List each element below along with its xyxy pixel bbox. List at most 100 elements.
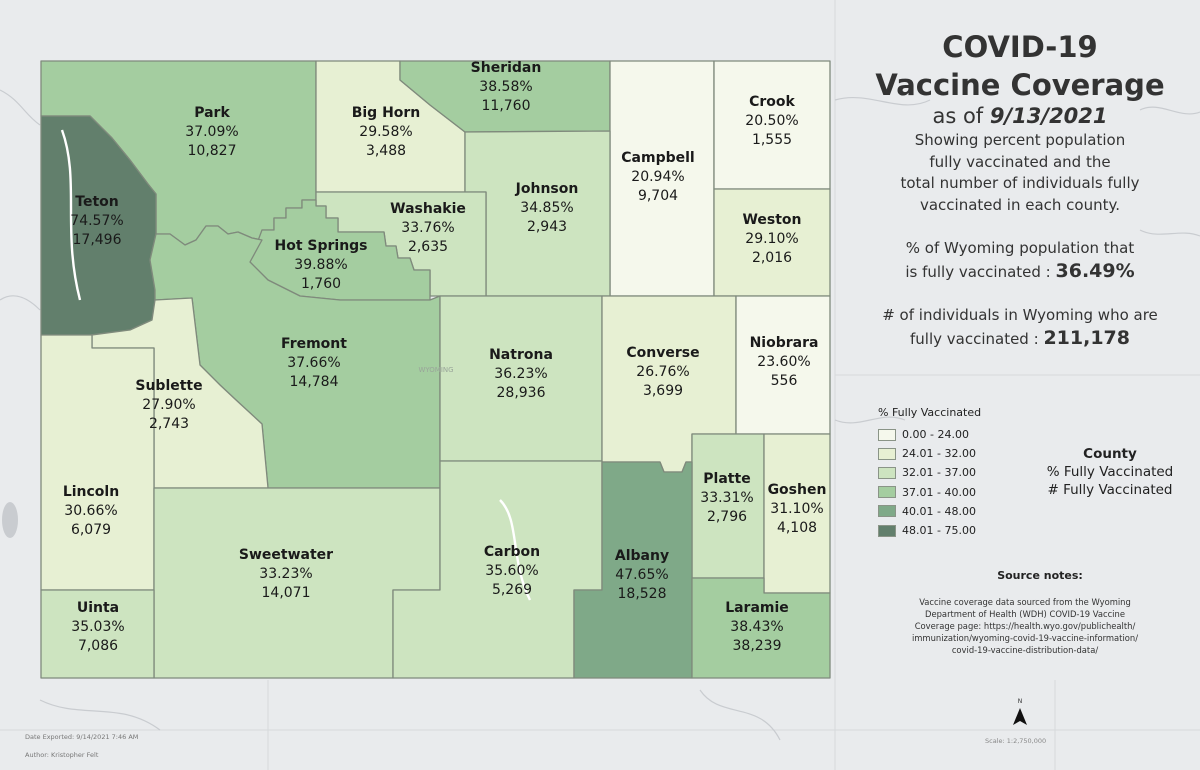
county-uinta (40, 589, 155, 679)
as-of-date: 9/13/2021 (989, 104, 1108, 128)
county-name: Big Horn (352, 105, 421, 121)
county-albany (573, 461, 693, 679)
label-key-title: County (1083, 446, 1137, 462)
county-label-niobrara: Niobrara 23.60% 556 (750, 335, 819, 389)
legend-label: 40.01 - 48.00 (902, 504, 976, 518)
as-of-line: as of 9/13/2021 (840, 104, 1200, 128)
as-of-prefix: as of (932, 104, 984, 128)
county-count: 38,239 (733, 638, 782, 654)
description-line: Showing percent population (914, 131, 1126, 149)
county-count: 14,784 (290, 374, 339, 390)
north-arrow-icon (1013, 708, 1027, 725)
north-arrow: N (1013, 698, 1027, 725)
county-label-sweetwater: Sweetwater 33.23% 14,071 (239, 547, 333, 601)
label-key-line: # Fully Vaccinated (1047, 482, 1173, 498)
county-label-washakie: Washakie 33.76% 2,635 (390, 201, 466, 255)
county-name: Weston (742, 212, 801, 228)
county-platte (691, 433, 765, 579)
statewide-count-value: 211,178 (1043, 327, 1130, 349)
county-label-teton: Teton 74.57% 17,496 (70, 194, 123, 248)
county-name: Johnson (515, 181, 579, 197)
legend-label: 0.00 - 24.00 (902, 428, 969, 442)
map-state-label: WYOMING (418, 366, 453, 374)
county-count: 1,760 (301, 276, 341, 292)
source-notes-body: Vaccine coverage data sourced from the W… (895, 596, 1155, 656)
county-pct: 37.09% (185, 124, 238, 140)
county-name: Park (194, 105, 230, 121)
county-name: Hot Springs (274, 238, 367, 254)
county-count: 3,488 (366, 143, 406, 159)
export-date: Date Exported: 9/14/2021 7:46 AM (25, 733, 139, 741)
county-label-goshen: Goshen 31.10% 4,108 (768, 482, 827, 536)
county-pct: 47.65% (615, 567, 668, 583)
source-line: Department of Health (WDH) COVID-19 Vacc… (925, 609, 1125, 619)
county-label-crook: Crook 20.50% 1,555 (745, 94, 798, 148)
county-label-natrona: Natrona 36.23% 28,936 (489, 347, 553, 401)
county-pct: 37.66% (287, 355, 340, 371)
legend-swatch (878, 466, 896, 479)
county-count: 6,079 (71, 522, 111, 538)
county-name: Campbell (621, 150, 694, 166)
county-name: Lincoln (63, 484, 119, 500)
county-count: 1,555 (752, 132, 792, 148)
county-layer (40, 60, 831, 679)
statewide-percent-prefix: is fully vaccinated : (905, 263, 1051, 281)
county-pct: 35.60% (485, 563, 538, 579)
legend-swatch (878, 428, 896, 441)
county-name: Sheridan (471, 60, 542, 76)
county-pct: 20.50% (745, 113, 798, 129)
statewide-percent-line1: % of Wyoming population that (905, 239, 1135, 257)
county-pct: 26.76% (636, 364, 689, 380)
county-pct: 33.76% (401, 220, 454, 236)
county-count: 2,796 (707, 509, 747, 525)
legend-item: 32.01 - 37.00 (878, 463, 981, 482)
county-name: Fremont (281, 336, 347, 352)
county-label-hot-springs: Hot Springs 39.88% 1,760 (274, 238, 367, 292)
statewide-percent-value: 36.49% (1055, 260, 1135, 282)
legend-swatch (878, 447, 896, 460)
map-scale: Scale: 1:2,750,000 (985, 737, 1047, 745)
source-line: covid-19-vaccine-distribution-data/ (951, 645, 1099, 655)
legend-label: 32.01 - 37.00 (902, 466, 976, 480)
county-pct: 39.88% (294, 257, 347, 273)
source-line: Coverage page: https://health.wyo.gov/pu… (914, 621, 1136, 631)
legend-label: 24.01 - 32.00 (902, 447, 976, 461)
county-name: Goshen (768, 482, 827, 498)
description-line: fully vaccinated and the (929, 152, 1111, 171)
legend-item: 40.01 - 48.00 (878, 502, 981, 521)
county-name: Teton (75, 194, 118, 210)
legend-item: 0.00 - 24.00 (878, 425, 981, 444)
county-count: 2,635 (408, 239, 448, 255)
county-pct: 33.31% (700, 490, 753, 506)
description-line: total number of individuals fully (900, 174, 1140, 192)
source-line: Vaccine coverage data sourced from the W… (919, 597, 1131, 607)
legend-label: 37.01 - 40.00 (902, 485, 976, 499)
label-key-line: % Fully Vaccinated (1046, 464, 1174, 480)
county-count: 3,699 (643, 383, 683, 399)
county-label-sublette: Sublette 27.90% 2,743 (135, 378, 202, 432)
author: Author: Kristopher Felt (25, 751, 99, 759)
title-line-2: Vaccine Coverage (875, 68, 1165, 102)
county-label-platte: Platte 33.31% 2,796 (700, 471, 753, 525)
county-name: Washakie (390, 201, 466, 217)
county-count: 2,943 (527, 219, 567, 235)
county-label-converse: Converse 26.76% 3,699 (626, 345, 699, 399)
title-block: COVID-19 Vaccine Coverage as of 9/13/202… (840, 28, 1200, 351)
legend-item: 24.01 - 32.00 (878, 444, 981, 463)
county-name: Sublette (135, 378, 202, 394)
county-label-big-horn: Big Horn 29.58% 3,488 (352, 105, 421, 159)
description: Showing percent population fully vaccina… (840, 130, 1200, 216)
county-label-weston: Weston 29.10% 2,016 (742, 212, 801, 266)
county-label-campbell: Campbell 20.94% 9,704 (621, 150, 694, 204)
county-count: 9,704 (638, 188, 678, 204)
county-pct: 35.03% (71, 619, 124, 635)
county-label-albany: Albany 47.65% 18,528 (615, 548, 669, 602)
rivers-overlay (60, 129, 532, 601)
county-count: 2,016 (752, 250, 792, 266)
source-notes-title: Source notes: (997, 569, 1083, 582)
county-name: Niobrara (750, 335, 819, 351)
legend-swatch (878, 524, 896, 537)
county-count: 14,071 (262, 585, 311, 601)
county-labels: Park 37.09% 10,827 Big Horn 29.58% 3,488 Sheri… (63, 60, 827, 654)
